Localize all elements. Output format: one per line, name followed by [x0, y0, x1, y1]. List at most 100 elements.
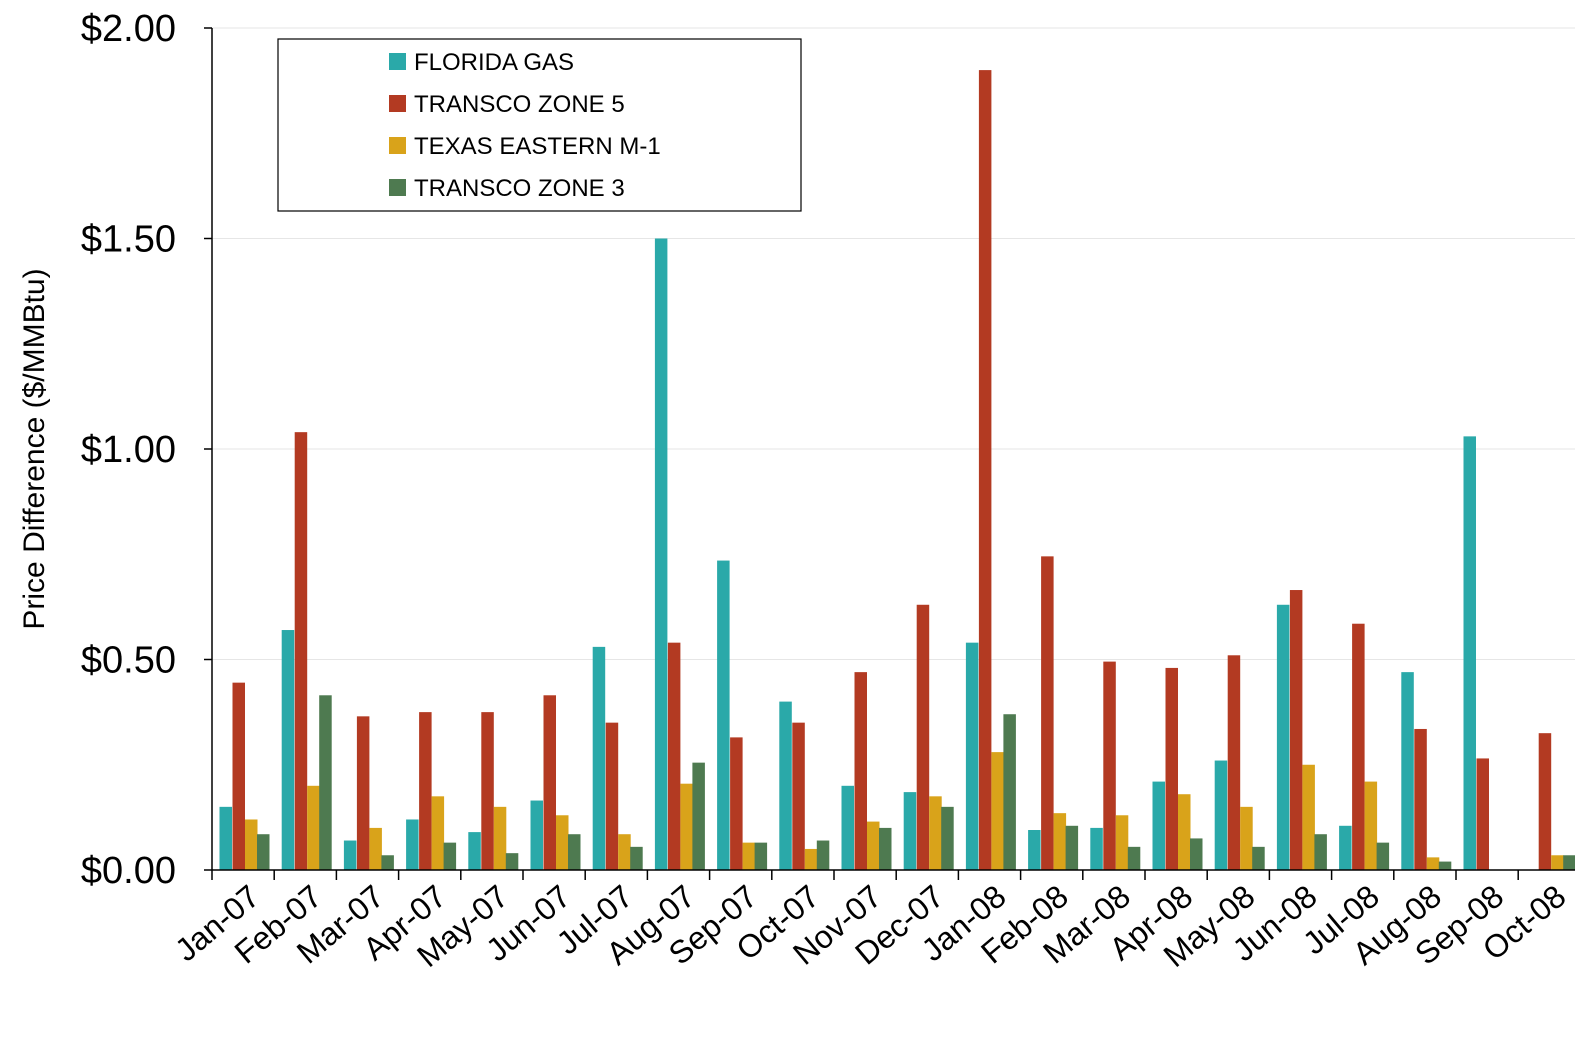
bar	[219, 806, 232, 870]
bar	[356, 716, 370, 870]
bar	[1090, 827, 1103, 870]
bar	[257, 834, 270, 870]
bar	[406, 819, 419, 870]
bar	[1041, 556, 1054, 870]
bar	[307, 785, 320, 870]
bar	[680, 783, 693, 870]
bar	[692, 762, 705, 870]
y-axis-label: Price Difference ($/MMBtu)	[18, 268, 51, 629]
bar	[1438, 861, 1452, 870]
bar	[854, 672, 867, 870]
bar	[630, 846, 643, 870]
bar	[879, 827, 892, 870]
bar	[245, 819, 258, 870]
legend-label: TRANSCO ZONE 3	[414, 175, 625, 202]
bar	[1538, 733, 1552, 870]
bar	[1214, 760, 1228, 870]
bar	[468, 832, 481, 870]
bar	[1276, 604, 1290, 870]
bar	[343, 840, 357, 870]
bar	[281, 630, 295, 870]
bar	[1165, 667, 1178, 870]
bar	[443, 842, 457, 870]
bar	[493, 806, 507, 870]
bar	[1463, 436, 1476, 870]
legend-label: TEXAS EASTERN M-1	[414, 133, 661, 160]
bar	[978, 70, 992, 871]
bar	[1103, 661, 1116, 870]
bar	[804, 848, 818, 870]
bar	[1003, 714, 1016, 870]
legend-swatch	[389, 53, 406, 70]
bar	[742, 842, 756, 870]
bar	[419, 712, 432, 870]
bar	[779, 701, 792, 870]
bar	[941, 806, 954, 870]
bar	[1339, 825, 1352, 870]
bar	[1563, 855, 1575, 870]
bar	[618, 834, 631, 870]
x-tick-labels: Jan-07Feb-07Mar-07Apr-07May-07Jun-07Jul-…	[168, 870, 1572, 974]
bar	[1227, 655, 1241, 870]
bar	[1364, 781, 1378, 870]
bar	[1152, 781, 1165, 870]
legend-swatch	[389, 137, 406, 154]
bar	[1352, 623, 1365, 870]
bar	[381, 855, 394, 870]
bar	[1028, 830, 1041, 870]
bar	[816, 840, 830, 870]
bars	[219, 70, 1575, 871]
legend-label: FLORIDA GAS	[414, 49, 574, 76]
y-tick-label: $0.00	[81, 850, 176, 892]
bar	[1190, 838, 1203, 870]
bar	[1476, 758, 1489, 870]
bar	[568, 834, 581, 870]
bar	[654, 238, 668, 870]
bar	[319, 695, 332, 870]
bar	[717, 560, 730, 870]
legend-label: TRANSCO ZONE 5	[414, 91, 625, 118]
bar	[792, 722, 805, 870]
bar	[1551, 855, 1564, 870]
y-tick-label: $0.50	[81, 640, 176, 682]
bar	[1376, 842, 1390, 870]
bar	[1252, 846, 1265, 870]
bar	[1115, 815, 1129, 870]
bar	[543, 695, 556, 870]
bar	[1401, 672, 1414, 870]
bar	[1426, 857, 1440, 870]
bar	[903, 792, 917, 870]
y-tick-label: $2.00	[81, 8, 176, 50]
bar	[605, 722, 619, 870]
bar	[556, 815, 569, 870]
bar	[1302, 764, 1315, 870]
bar	[965, 642, 979, 870]
bar	[530, 800, 543, 870]
bar	[481, 712, 494, 870]
bar	[1414, 728, 1427, 870]
bar	[505, 853, 519, 870]
y-tick-labels: $0.00 $0.50 $1.00 $1.50 $2.00	[81, 8, 212, 892]
bar	[730, 737, 743, 870]
bar	[592, 646, 606, 870]
bar	[841, 785, 854, 870]
bar	[1289, 590, 1303, 870]
y-tick-label: $1.50	[81, 219, 176, 261]
bar	[1314, 834, 1327, 870]
bar	[232, 682, 245, 870]
bar	[929, 796, 942, 870]
bar	[667, 642, 681, 870]
y-tick-label: $1.00	[81, 429, 176, 471]
bar	[1127, 846, 1141, 870]
bar	[431, 796, 445, 870]
legend-box	[277, 38, 802, 212]
bar	[1178, 794, 1191, 870]
bar	[916, 604, 930, 870]
bar	[294, 432, 308, 870]
legend: FLORIDA GAS TRANSCO ZONE 5 TEXAS EASTERN M…	[277, 38, 802, 212]
bar	[867, 821, 880, 870]
gridlines	[212, 27, 1575, 660]
bar	[369, 827, 382, 870]
bar	[1240, 806, 1253, 870]
